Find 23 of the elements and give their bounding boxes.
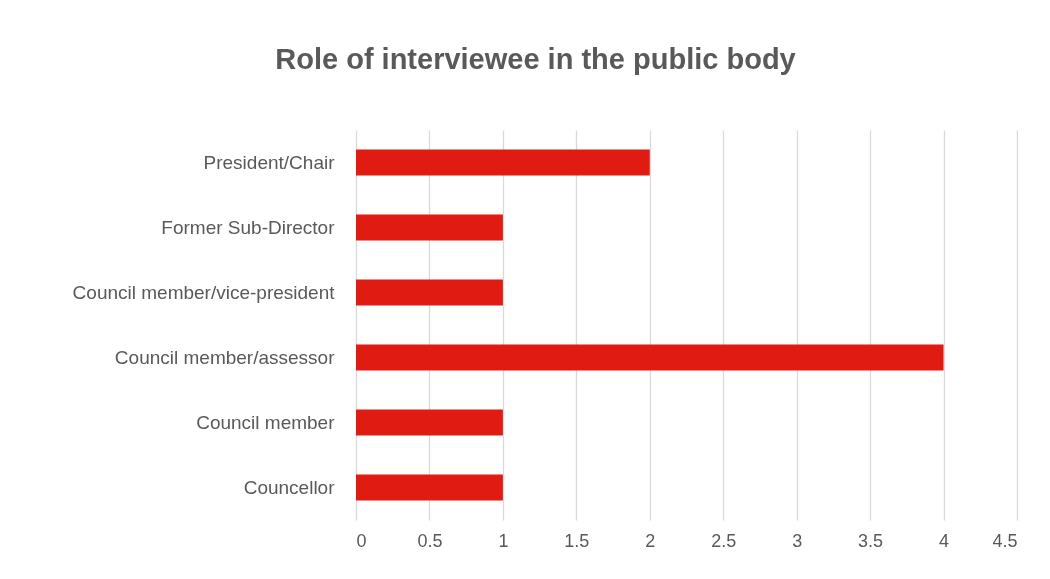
x-tick-label: 0 bbox=[356, 530, 367, 551]
y-tick-label: Council member bbox=[196, 411, 336, 433]
x-tick-label: 3.5 bbox=[858, 530, 884, 551]
bar bbox=[356, 214, 503, 241]
y-tick-label: President/Chair bbox=[203, 151, 336, 173]
x-tick-label: 1 bbox=[498, 530, 509, 551]
bar bbox=[356, 279, 503, 306]
x-tick-label: 4 bbox=[939, 530, 950, 551]
bar bbox=[356, 474, 503, 501]
bar bbox=[356, 344, 944, 371]
bar bbox=[356, 409, 503, 436]
x-tick-label: 2.5 bbox=[711, 530, 737, 551]
x-tick-label: 0.5 bbox=[417, 530, 443, 551]
x-tick-label: 3 bbox=[792, 530, 803, 551]
y-tick-label: Former Sub-Director bbox=[161, 216, 336, 238]
x-tick-label: 2 bbox=[645, 530, 656, 551]
bar bbox=[356, 149, 650, 176]
chart-title: Role of interviewee in the public body bbox=[275, 43, 796, 75]
x-tick-label: 4.5 bbox=[992, 530, 1018, 551]
y-tick-label: Councellor bbox=[243, 476, 336, 498]
x-tick-label: 1.5 bbox=[564, 530, 590, 551]
y-tick-label: Council member/assessor bbox=[114, 346, 336, 368]
y-tick-label: Council member/vice-president bbox=[72, 281, 336, 303]
